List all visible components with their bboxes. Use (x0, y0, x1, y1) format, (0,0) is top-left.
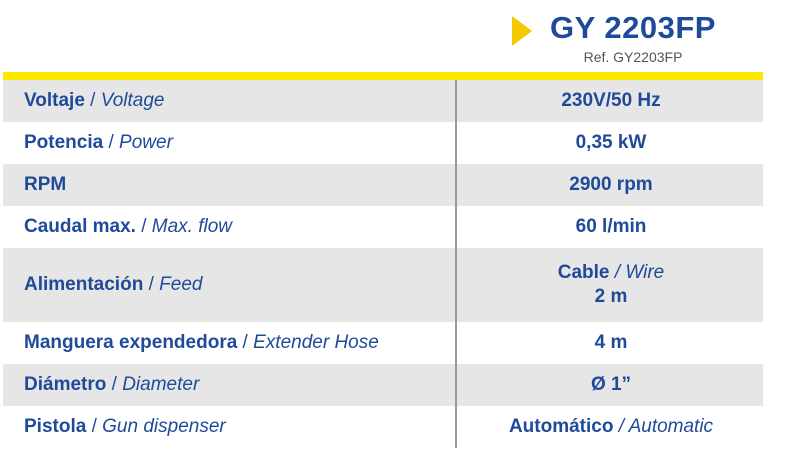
spec-row-diameter: Diámetro / Diameter Ø 1” (3, 364, 763, 406)
value-line-2: 2 m (594, 286, 628, 307)
value-en: Wire (625, 262, 665, 283)
header-accent-bar (3, 72, 763, 80)
spec-row-rpm: RPM 2900 rpm (3, 164, 763, 206)
value-separator: / (609, 262, 626, 283)
spec-value: Cable / Wire 2 m (455, 261, 763, 309)
spec-value: Automático / Automatic (455, 415, 763, 439)
label-es: Diámetro (24, 374, 107, 395)
spec-label: Potencia / Power (3, 132, 455, 154)
label-en: Feed (159, 274, 203, 295)
product-header: GY 2203FP Ref. GY2203FP (0, 0, 798, 70)
spec-row-power: Potencia / Power 0,35 kW (3, 122, 763, 164)
spec-value: 2900 rpm (569, 174, 653, 195)
label-es: Caudal max. (24, 216, 136, 237)
spec-value: 230V/50 Hz (561, 90, 661, 111)
spec-value: 60 l/min (575, 216, 647, 237)
spec-value: 0,35 kW (575, 132, 647, 153)
value-es: Automático (508, 416, 614, 437)
column-divider (455, 80, 457, 448)
spec-label: Manguera expendedora / Extender Hose (3, 332, 455, 354)
value-separator: / (613, 416, 629, 437)
label-en: Max. flow (151, 216, 233, 237)
spec-row-feed: Alimentación / Feed Cable / Wire 2 m (3, 248, 763, 322)
label-en: Gun dispenser (102, 416, 226, 437)
spec-label: Caudal max. / Max. flow (3, 216, 455, 238)
label-es: RPM (24, 174, 67, 195)
label-es: Manguera expendedora (24, 332, 238, 353)
label-es: Voltaje (24, 90, 85, 111)
spec-label: Voltaje / Voltage (3, 90, 455, 112)
spec-row-max-flow: Caudal max. / Max. flow 60 l/min (3, 206, 763, 248)
label-separator: / (135, 216, 152, 237)
model-reference: Ref. GY2203FP (583, 49, 683, 65)
label-en: Diameter (122, 374, 200, 395)
spec-value: 4 m (594, 332, 628, 353)
label-separator: / (106, 374, 123, 395)
spec-row-voltage: Voltaje / Voltage 230V/50 Hz (3, 80, 763, 122)
model-title: GY 2203FP (550, 10, 716, 45)
label-en: Power (119, 132, 173, 153)
spec-value: Ø 1” (590, 374, 632, 395)
spec-label: Diámetro / Diameter (3, 374, 455, 396)
arrow-icon (512, 16, 532, 46)
spec-label: Alimentación / Feed (3, 274, 455, 296)
spec-row-extender-hose: Manguera expendedora / Extender Hose 4 m (3, 322, 763, 364)
spec-label: Pistola / Gun dispenser (3, 416, 455, 438)
spec-label: RPM (3, 174, 455, 196)
value-es: Cable (557, 262, 610, 283)
label-separator: / (237, 332, 254, 353)
value-line-1: Cable / Wire (459, 261, 763, 285)
label-es: Potencia (24, 132, 104, 153)
spec-table: Voltaje / Voltage 230V/50 Hz Potencia / … (3, 80, 763, 448)
label-en: Voltage (100, 90, 165, 111)
label-separator: / (103, 132, 120, 153)
spec-row-gun-dispenser: Pistola / Gun dispenser Automático / Aut… (3, 406, 763, 448)
value-en: Automatic (628, 416, 714, 437)
label-separator: / (84, 90, 101, 111)
label-es: Pistola (24, 416, 87, 437)
label-en: Extender Hose (253, 332, 379, 353)
label-separator: / (86, 416, 103, 437)
label-es: Alimentación (24, 274, 144, 295)
label-separator: / (143, 274, 160, 295)
